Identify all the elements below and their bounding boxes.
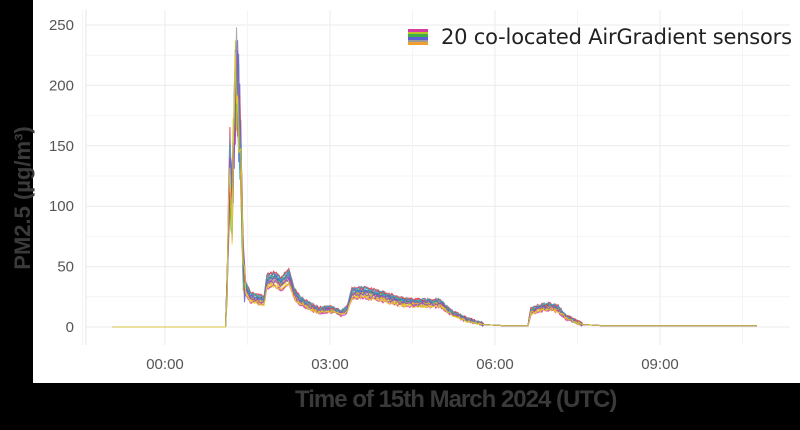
sensor-series	[112, 27, 757, 328]
x-tick-label: 03:00	[311, 356, 349, 373]
y-tick-label: 250	[49, 17, 74, 34]
y-tick-label: 100	[49, 198, 74, 215]
y-axis-label: PM2.5 (µg/m³)	[10, 126, 35, 270]
swatch-stripe	[408, 29, 428, 32]
plot-panel	[33, 0, 800, 383]
swatch-stripe	[408, 34, 428, 38]
y-tick-label: 200	[49, 77, 74, 94]
x-axis-label: Time of 15th March 2024 (UTC)	[295, 386, 617, 413]
y-tick-label: 50	[57, 259, 74, 276]
sensor-line	[112, 56, 757, 328]
y-tick-label: 0	[66, 319, 74, 336]
swatch-stripe	[408, 37, 428, 40]
x-axis-ticks: 00:00 03:00 06:00 09:00	[146, 356, 679, 373]
swatch-stripe	[408, 39, 428, 43]
swatch-stripe	[408, 31, 428, 35]
y-axis-ticks: 0 50 100 150 200 250	[49, 17, 74, 336]
x-tick-label: 06:00	[476, 356, 514, 373]
legend-label: 20 co-located AirGradient sensors	[441, 25, 792, 49]
y-tick-label: 150	[49, 138, 74, 155]
x-tick-label: 00:00	[146, 356, 184, 373]
swatch-stripe	[408, 42, 428, 46]
legend-swatch-icon	[408, 29, 428, 46]
gridlines	[82, 10, 790, 345]
x-tick-label: 09:00	[641, 356, 679, 373]
